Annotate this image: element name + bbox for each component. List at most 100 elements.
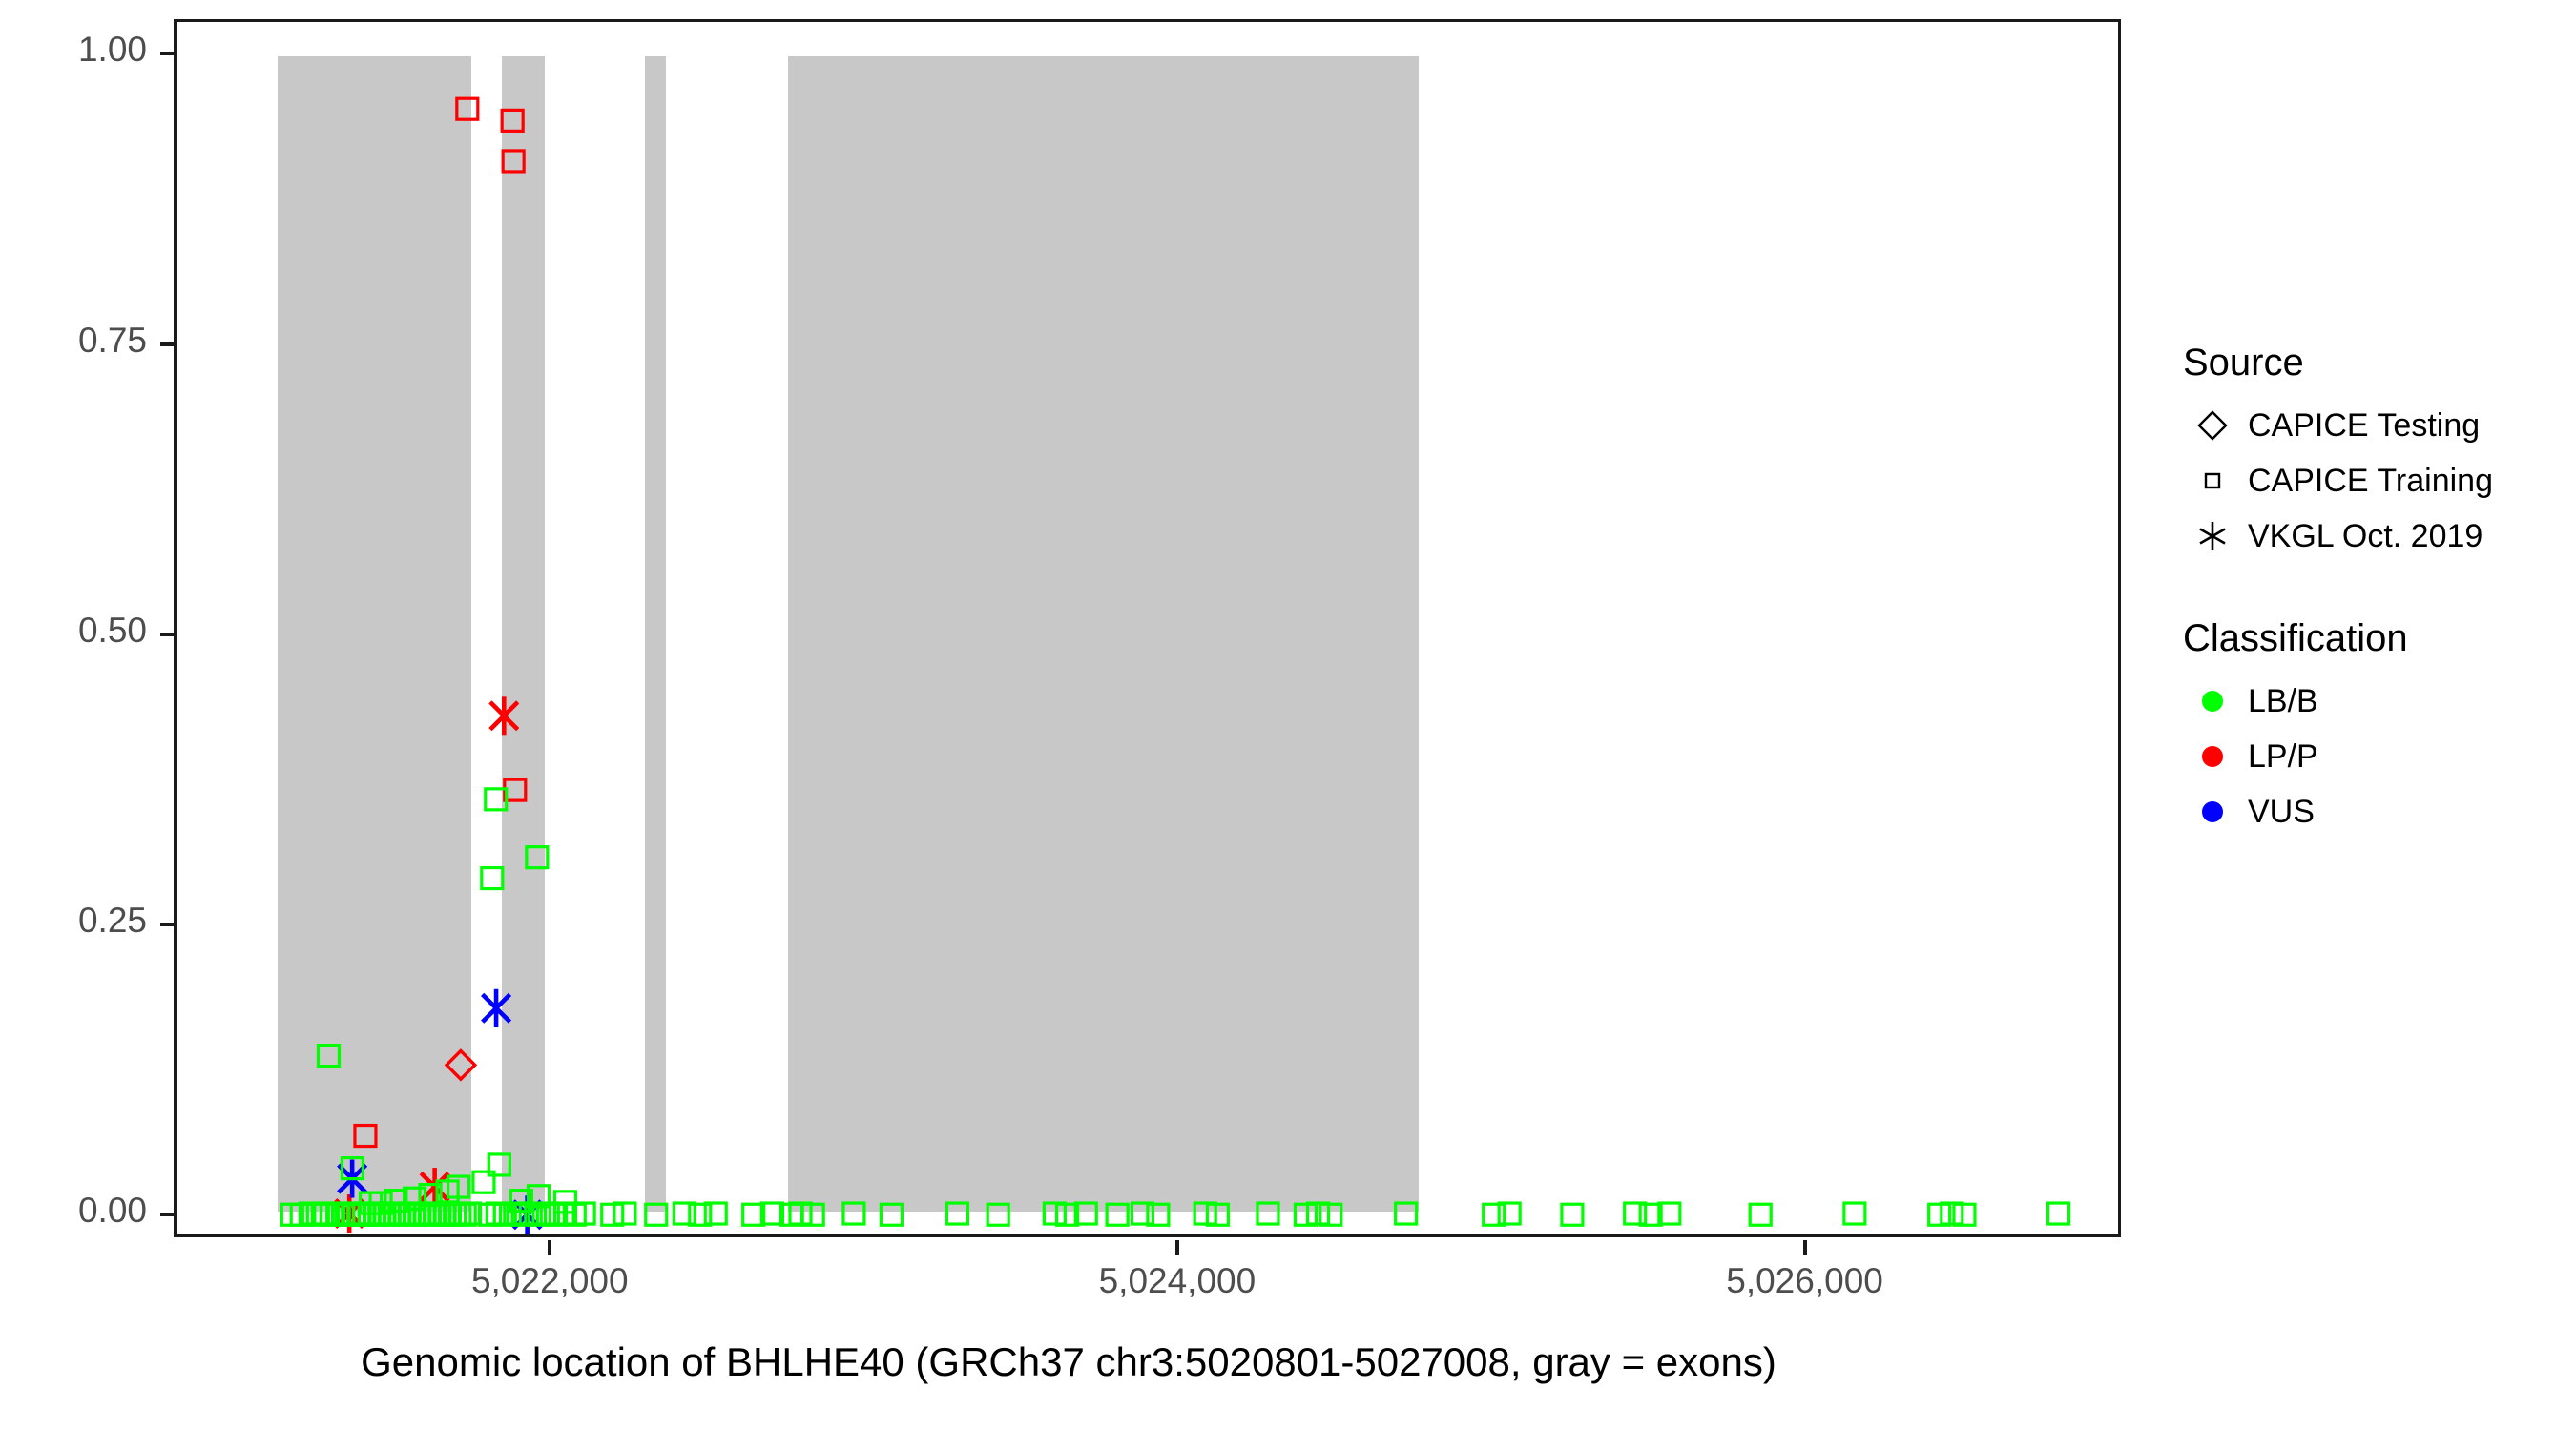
data-point bbox=[480, 865, 505, 891]
data-point bbox=[481, 988, 512, 1027]
data-point bbox=[1927, 1202, 1952, 1227]
series-group bbox=[280, 787, 2071, 1227]
data-point bbox=[501, 149, 526, 174]
y-tick-label: 1.00 bbox=[77, 30, 147, 70]
legend-label-vkgl: VKGL Oct. 2019 bbox=[2248, 517, 2483, 554]
x-tick-label: 5,024,000 bbox=[1098, 1261, 1257, 1300]
x-tick-label: 5,022,000 bbox=[470, 1261, 629, 1300]
data-point bbox=[1623, 1201, 1648, 1226]
data-point bbox=[1205, 1202, 1230, 1227]
data-point bbox=[986, 1202, 1010, 1227]
data-point bbox=[1497, 1201, 1522, 1226]
y-tick-label: 0.25 bbox=[77, 900, 147, 940]
y-tick-mark bbox=[160, 342, 174, 346]
y-tick-label: 0.50 bbox=[77, 610, 147, 650]
data-point bbox=[484, 787, 509, 812]
blue-dot-icon bbox=[2183, 798, 2242, 826]
data-point bbox=[1842, 1201, 1867, 1226]
exon-band bbox=[787, 56, 1419, 1212]
green-dot-icon bbox=[2183, 687, 2242, 716]
x-tick-label: 5,026,000 bbox=[1726, 1261, 1883, 1300]
legend-label-vus: VUS bbox=[2248, 793, 2315, 830]
data-point bbox=[1940, 1201, 1964, 1226]
y-tick-mark bbox=[160, 52, 174, 56]
data-point bbox=[340, 1155, 365, 1181]
legend-item-lpp[interactable]: LP/P bbox=[2183, 729, 2565, 784]
data-point bbox=[1319, 1202, 1343, 1227]
plot-area bbox=[177, 22, 2118, 1234]
data-point bbox=[1748, 1202, 1773, 1227]
data-point bbox=[444, 1048, 478, 1082]
y-tick-label: 0.75 bbox=[77, 320, 147, 360]
data-point bbox=[353, 1123, 378, 1149]
data-point bbox=[500, 108, 525, 133]
square-icon bbox=[2183, 465, 2242, 497]
exon-band bbox=[277, 56, 471, 1212]
data-marks bbox=[280, 96, 2071, 1234]
exon-band bbox=[645, 56, 667, 1212]
data-point bbox=[477, 1202, 503, 1227]
legend-item-vkgl[interactable]: VKGL Oct. 2019 bbox=[2183, 508, 2565, 564]
data-point bbox=[703, 1201, 728, 1226]
data-point bbox=[759, 1201, 785, 1226]
data-point bbox=[1293, 1202, 1319, 1227]
data-point bbox=[488, 696, 520, 736]
red-dot-icon bbox=[2183, 742, 2242, 771]
data-point bbox=[316, 1044, 342, 1068]
data-point bbox=[1482, 1202, 1506, 1227]
series-group bbox=[334, 696, 520, 1234]
data-point bbox=[741, 1202, 766, 1227]
data-point bbox=[571, 1201, 596, 1226]
data-point bbox=[1638, 1202, 1663, 1227]
x-tick-mark bbox=[548, 1240, 552, 1255]
legend-label-lbb: LB/B bbox=[2248, 682, 2318, 719]
legend-item-lbb[interactable]: LB/B bbox=[2183, 674, 2565, 729]
data-point bbox=[2046, 1201, 2071, 1226]
data-point bbox=[305, 1202, 330, 1227]
data-point bbox=[1256, 1201, 1280, 1226]
data-point bbox=[672, 1201, 696, 1226]
y-tick-mark bbox=[160, 632, 174, 636]
data-point bbox=[879, 1202, 904, 1227]
legend-label-capice-testing: CAPICE Testing bbox=[2248, 406, 2481, 444]
legend-title-classification: Classification bbox=[2183, 617, 2408, 659]
legend-item-capice-testing[interactable]: CAPICE Testing bbox=[2183, 398, 2565, 453]
y-tick-label: 0.00 bbox=[77, 1190, 147, 1230]
data-point bbox=[525, 845, 550, 870]
data-point bbox=[788, 1201, 813, 1226]
asterisk-icon bbox=[2183, 518, 2242, 554]
data-point bbox=[1560, 1202, 1585, 1227]
legend-spacer bbox=[2183, 564, 2565, 617]
x-axis-title: Genomic location of BHLHE40 (GRCh37 chr3… bbox=[361, 1339, 1776, 1384]
data-point bbox=[1073, 1201, 1098, 1226]
data-point bbox=[841, 1201, 866, 1226]
x-tick-mark bbox=[1174, 1240, 1179, 1255]
data-point bbox=[600, 1202, 625, 1227]
data-point bbox=[1130, 1201, 1155, 1226]
x-tick-mark bbox=[1802, 1240, 1807, 1255]
data-point bbox=[471, 1170, 496, 1194]
y-tick-mark bbox=[160, 1212, 174, 1216]
plot-panel bbox=[174, 19, 2121, 1237]
y-tick-mark bbox=[160, 922, 174, 926]
data-point bbox=[1054, 1202, 1080, 1227]
legend-item-capice-training[interactable]: CAPICE Training bbox=[2183, 453, 2565, 508]
data-point bbox=[1305, 1201, 1331, 1226]
data-point bbox=[1042, 1201, 1067, 1226]
data-point bbox=[800, 1202, 825, 1227]
legend-label-lpp: LP/P bbox=[2248, 737, 2318, 775]
legend-item-vus[interactable]: VUS bbox=[2183, 784, 2565, 840]
legend-title-source: Source bbox=[2183, 342, 2304, 384]
data-point bbox=[688, 1202, 713, 1227]
data-point bbox=[487, 1152, 511, 1177]
data-point bbox=[1657, 1201, 1682, 1226]
data-point bbox=[945, 1201, 970, 1226]
data-point bbox=[1193, 1201, 1217, 1226]
data-point bbox=[1952, 1202, 1977, 1227]
diamond-icon bbox=[2183, 409, 2242, 442]
series-group bbox=[353, 96, 528, 1149]
data-point bbox=[613, 1201, 637, 1226]
data-point bbox=[644, 1202, 669, 1227]
series-group bbox=[444, 1048, 478, 1082]
